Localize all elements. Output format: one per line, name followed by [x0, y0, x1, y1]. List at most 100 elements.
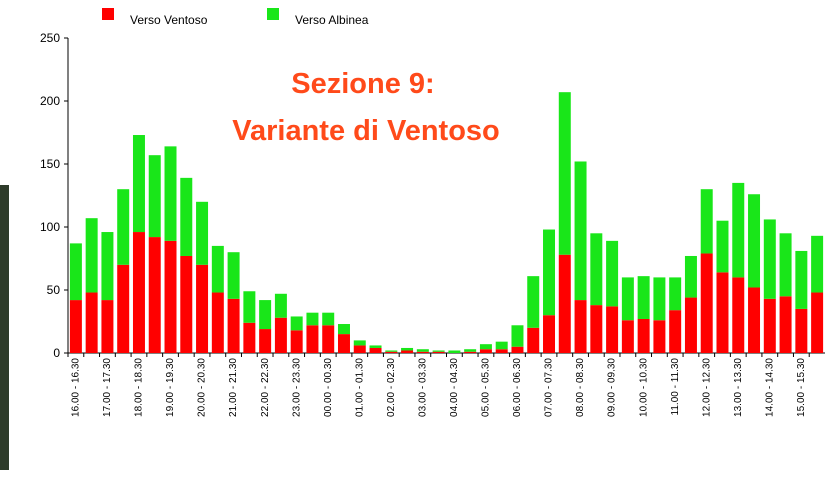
x-tick-label: 06.00 - 06.30 — [512, 358, 523, 417]
bar-segment — [464, 349, 477, 352]
x-tick-label: 08.00 - 08.30 — [575, 358, 586, 417]
bar-segment — [132, 135, 145, 233]
bar-segment — [132, 232, 145, 353]
y-tick-label: 50 — [47, 283, 61, 297]
chart-subtitle: Variante di Ventoso — [232, 115, 500, 147]
bar-segment — [211, 245, 224, 293]
bar-segment — [306, 312, 319, 326]
bar-segment — [574, 161, 587, 301]
bar-segment — [164, 146, 177, 241]
x-tick-label: 11.00 - 11.30 — [670, 358, 681, 416]
bar-segment — [779, 233, 792, 297]
bar-segment — [543, 315, 556, 353]
bar-segment — [322, 312, 335, 326]
bar-segment — [369, 345, 382, 348]
bar-segment — [369, 347, 382, 353]
x-tick-label: 04.00 - 04.30 — [449, 358, 460, 417]
x-tick-label: 01.00 - 01.30 — [354, 358, 365, 417]
bar-segment — [211, 292, 224, 353]
bar-segment — [763, 298, 776, 353]
x-tick-label: 20.00 - 20.30 — [197, 358, 208, 417]
bar-segment — [732, 182, 745, 278]
bar-segment — [290, 330, 303, 353]
bar-segment — [606, 240, 619, 307]
bar-segment — [574, 300, 587, 353]
bar-segment — [811, 235, 824, 293]
bar-segment — [464, 351, 477, 353]
bar-segment — [795, 308, 808, 353]
bar-segment — [416, 349, 429, 352]
bar-segment — [669, 310, 682, 353]
x-tick-label: 00.00 - 00.30 — [323, 358, 334, 417]
bar-segment — [479, 349, 492, 353]
y-tick-label: 250 — [40, 31, 60, 45]
bar-segment — [227, 252, 240, 299]
bar-segment — [511, 325, 524, 347]
bar-segment — [732, 277, 745, 353]
bar-segment — [385, 351, 398, 353]
bar-segment — [148, 237, 161, 353]
bar-segment — [590, 305, 603, 353]
bar-segment — [117, 189, 130, 265]
bar-segment — [527, 276, 540, 328]
bar-segment — [716, 220, 729, 273]
bar-segment — [495, 341, 508, 350]
bar-segment — [117, 264, 130, 353]
bar-segment — [606, 306, 619, 353]
bar-segment — [180, 255, 193, 353]
y-tick-label: 0 — [53, 346, 60, 360]
bar-segment — [290, 316, 303, 331]
bar-segment — [684, 255, 697, 298]
bar-segment — [69, 300, 82, 353]
bar-segment — [527, 327, 540, 353]
bar-segment — [85, 292, 98, 353]
bar-segment — [590, 233, 603, 306]
bar-segment — [511, 346, 524, 353]
x-tick-label: 19.00 - 19.30 — [165, 358, 176, 417]
x-tick-label: 12.00 - 12.30 — [701, 358, 712, 417]
bar-segment — [196, 201, 209, 265]
y-tick-label: 100 — [40, 220, 60, 234]
bar-segment — [748, 287, 761, 353]
bar-segment — [653, 277, 666, 321]
x-tick-label: 21.00 - 21.30 — [228, 358, 239, 417]
bar-segment — [763, 219, 776, 299]
bar-segment — [669, 277, 682, 311]
bar-segment — [353, 345, 366, 353]
legend-swatch — [267, 8, 279, 20]
bar-segment — [479, 344, 492, 350]
legend-swatch — [102, 8, 114, 20]
x-tick-label: 16.00 - 16.30 — [71, 358, 82, 417]
y-tick-label: 150 — [40, 157, 60, 171]
x-tick-label: 10.00 - 10.30 — [638, 358, 649, 417]
bar-segment — [243, 322, 256, 353]
bar-segment — [259, 300, 272, 330]
bar-segment — [558, 92, 571, 255]
x-tick-label: 14.00 - 14.30 — [764, 358, 775, 417]
x-tick-label: 13.00 - 13.30 — [733, 358, 744, 417]
x-tick-label: 05.00 - 05.30 — [481, 358, 492, 417]
bar-segment — [432, 350, 445, 352]
x-tick-label: 22.00 - 22.30 — [260, 358, 271, 417]
x-tick-label: 15.00 - 15.30 — [796, 358, 807, 417]
bar-segment — [621, 320, 634, 353]
bar-segment — [779, 296, 792, 353]
bar-segment — [85, 218, 98, 293]
bar-segment — [337, 324, 350, 335]
bar-segment — [401, 347, 414, 351]
chart-title: Sezione 9: — [291, 68, 434, 100]
bar-segment — [101, 300, 114, 353]
x-tick-label: 17.00 - 17.30 — [102, 358, 113, 417]
x-tick-label: 23.00 - 23.30 — [291, 358, 302, 417]
bar-segment — [306, 325, 319, 353]
bar-segment — [259, 329, 272, 353]
x-tick-label: 09.00 - 09.30 — [607, 358, 618, 417]
bar-segment — [337, 334, 350, 353]
bar-segment — [385, 350, 398, 352]
bar-segment — [653, 320, 666, 353]
x-tick-label: 03.00 - 03.30 — [417, 358, 428, 417]
bar-segment — [274, 317, 287, 353]
bar-segment — [795, 250, 808, 309]
bar-segment — [432, 351, 445, 353]
